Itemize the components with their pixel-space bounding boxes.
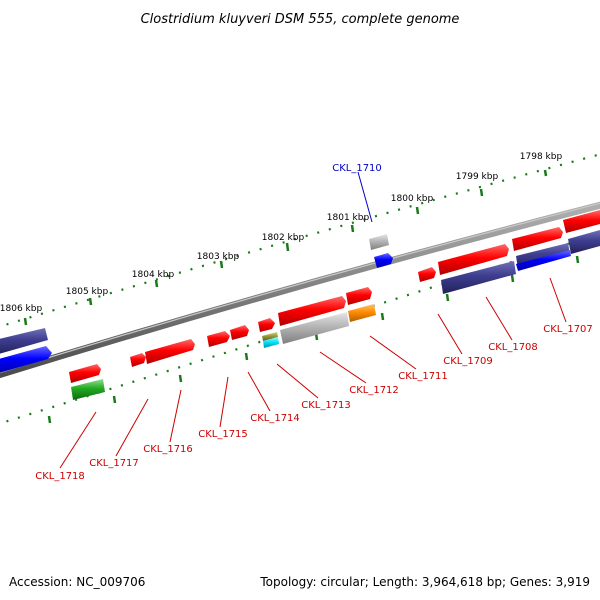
forward-strand-genes <box>0 210 600 383</box>
gene-feature[interactable] <box>145 339 195 364</box>
gene-labels: CKL_1710 CKL_1707 CKL_1708 CKL_1709 CKL_… <box>35 163 593 482</box>
kbp-label: 1804 kbp <box>132 270 175 280</box>
kbp-labels: 1798 kbp 1799 kbp 1800 kbp 1801 kbp 1802… <box>0 152 562 314</box>
gene-feature[interactable] <box>348 304 376 322</box>
gene-feature[interactable] <box>369 234 389 250</box>
kbp-label: 1802 kbp <box>262 233 305 243</box>
gene-feature[interactable] <box>563 210 600 233</box>
gene-feature[interactable] <box>262 332 278 341</box>
gene-label[interactable]: CKL_1718 <box>35 471 85 482</box>
gene-label[interactable]: CKL_1714 <box>250 413 300 424</box>
accession-text: Accession: NC_009706 <box>9 575 145 589</box>
kbp-label: 1801 kbp <box>327 213 370 223</box>
kbp-label: 1805 kbp <box>66 287 109 297</box>
gene-feature[interactable] <box>263 337 279 348</box>
gene-feature[interactable] <box>278 296 346 326</box>
gene-feature[interactable] <box>130 353 146 367</box>
gene-feature[interactable] <box>418 267 436 282</box>
label-leader-lines <box>59 171 567 469</box>
gene-feature[interactable] <box>71 379 105 400</box>
gene-label[interactable]: CKL_1711 <box>398 371 448 382</box>
gene-feature[interactable] <box>374 253 393 268</box>
map-title: Clostridium kluyveri DSM 555, complete g… <box>141 12 460 27</box>
gene-feature[interactable] <box>346 287 372 305</box>
outer-major-ticks <box>23 169 548 326</box>
gene-label[interactable]: CKL_1708 <box>488 342 538 353</box>
kbp-label: 1803 kbp <box>197 252 240 262</box>
gene-label[interactable]: CKL_1707 <box>543 324 593 335</box>
kbp-label: 1798 kbp <box>520 152 563 162</box>
gene-feature[interactable] <box>280 312 349 344</box>
gene-label[interactable]: CKL_1709 <box>443 356 493 367</box>
gene-label[interactable]: CKL_1717 <box>89 458 139 469</box>
kbp-label: 1800 kbp <box>391 194 434 204</box>
gene-feature[interactable] <box>568 230 600 254</box>
gene-feature[interactable] <box>230 325 249 340</box>
gene-feature[interactable] <box>258 318 275 332</box>
gene-feature[interactable] <box>512 227 563 251</box>
gene-feature[interactable] <box>441 261 516 294</box>
gene-feature[interactable] <box>0 346 52 374</box>
gene-label[interactable]: CKL_1712 <box>349 385 399 396</box>
gene-label[interactable]: CKL_1716 <box>143 444 193 455</box>
gene-label[interactable]: CKL_1715 <box>198 429 248 440</box>
gene-label[interactable]: CKL_1710 <box>332 163 382 174</box>
reverse-strand-genes <box>71 230 600 400</box>
gene-feature[interactable] <box>0 328 48 355</box>
gene-feature[interactable] <box>438 244 509 275</box>
kbp-label: 1799 kbp <box>456 172 499 182</box>
gene-feature[interactable] <box>207 331 230 347</box>
genome-backbone <box>0 201 600 379</box>
gene-feature[interactable] <box>69 364 101 383</box>
gene-feature[interactable] <box>516 250 571 271</box>
gene-label[interactable]: CKL_1713 <box>301 400 351 411</box>
kbp-label: 1806 kbp <box>0 304 42 314</box>
topology-text: Topology: circular; Length: 3,964,618 bp… <box>259 575 590 589</box>
